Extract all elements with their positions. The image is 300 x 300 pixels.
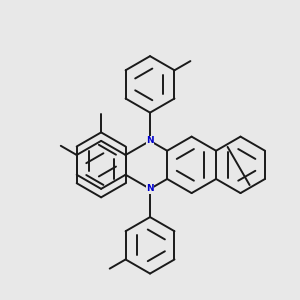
Text: N: N xyxy=(146,136,154,146)
Text: N: N xyxy=(146,184,154,194)
